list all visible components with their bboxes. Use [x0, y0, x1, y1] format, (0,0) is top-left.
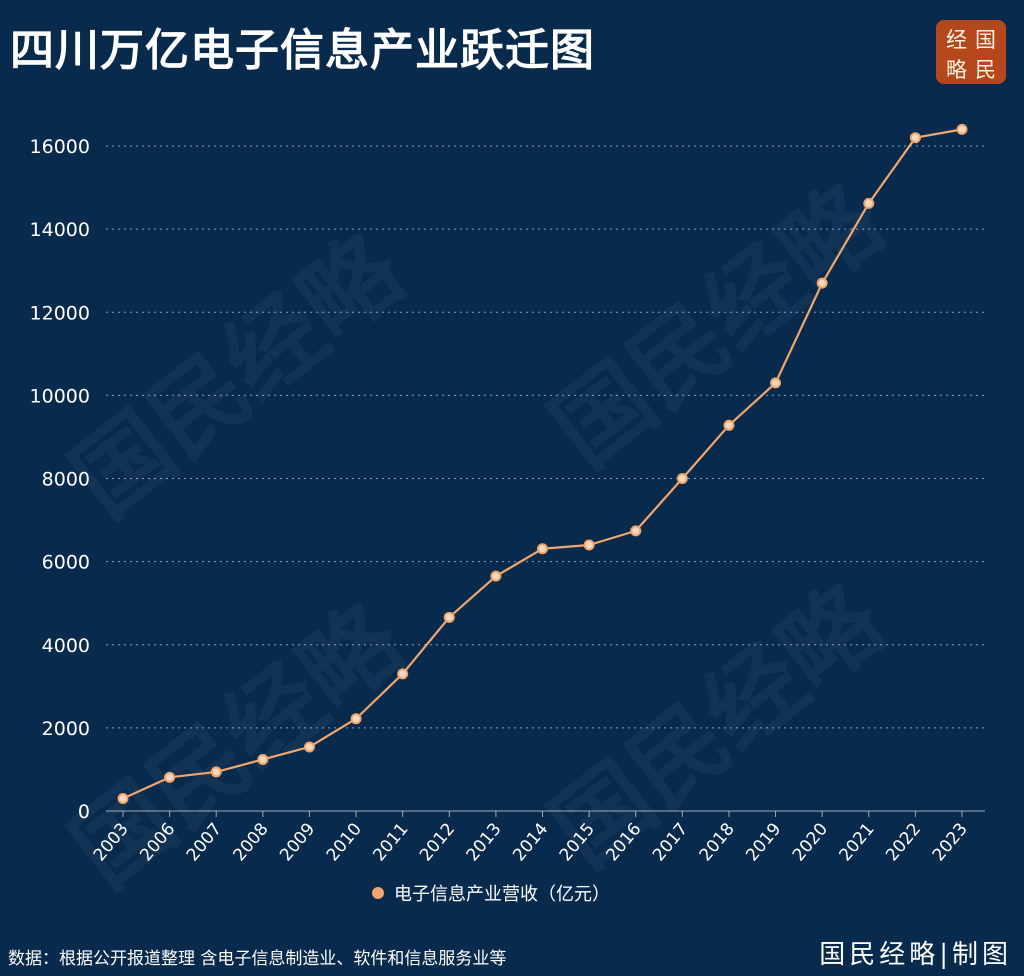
source-note: 数据：根据公开报道整理 含电子信息制造业、软件和信息服务业等 [8, 949, 507, 969]
x-tick-label: 2006 [136, 819, 179, 865]
brand-logo: 经 国 略 民 [936, 20, 1006, 84]
x-tick-label: 2009 [276, 819, 319, 865]
brand-credit: 国民经略|制图 [819, 940, 1012, 970]
y-tick-label: 8000 [42, 469, 90, 491]
y-tick-label: 2000 [42, 718, 90, 740]
data-point [257, 753, 269, 765]
x-tick-label: 2008 [230, 819, 273, 865]
data-point [210, 766, 222, 778]
x-tick-label: 2013 [463, 819, 506, 865]
y-tick-label: 0 [78, 801, 90, 823]
legend-marker-icon [372, 887, 384, 899]
logo-char: 国 [975, 28, 996, 52]
data-point [816, 277, 828, 289]
data-point [443, 611, 455, 623]
x-tick-label: 2014 [509, 819, 552, 865]
logo-char: 民 [975, 58, 996, 82]
y-tick-label: 14000 [30, 219, 90, 241]
page-title: 四川万亿电子信息产业跃迁图 [10, 25, 595, 76]
data-point [909, 132, 921, 144]
x-tick-label: 2003 [90, 819, 133, 865]
data-point [537, 543, 548, 555]
data-point [630, 525, 642, 537]
x-tick-label: 2011 [369, 819, 412, 865]
x-tick-label: 2016 [602, 819, 645, 865]
data-point [164, 771, 176, 783]
data-point [770, 377, 782, 389]
data-point [490, 570, 502, 582]
y-tick-label: 4000 [42, 635, 90, 657]
y-tick-label: 12000 [30, 302, 90, 324]
data-point [723, 419, 735, 431]
y-tick-label: 16000 [30, 136, 90, 158]
x-tick-label: 2015 [556, 819, 599, 865]
x-tick-label: 2012 [416, 819, 459, 865]
chart-legend: 电子信息产业营收（亿元） [372, 880, 610, 906]
data-point [303, 741, 315, 753]
data-point [676, 473, 688, 484]
y-tick-label: 10000 [30, 385, 90, 407]
x-tick-label: 2021 [835, 819, 878, 865]
y-tick-label: 6000 [42, 552, 90, 574]
x-tick-label: 2022 [882, 819, 925, 865]
x-tick-label: 2017 [649, 819, 692, 865]
x-tick-label: 2019 [742, 819, 785, 865]
x-tick-label: 2023 [929, 819, 972, 865]
x-tick-label: 2010 [323, 819, 366, 865]
x-tick-label: 2007 [183, 819, 226, 865]
data-point [397, 668, 409, 680]
x-tick-label: 2018 [696, 819, 739, 865]
data-point [117, 793, 129, 805]
data-point [956, 123, 968, 135]
logo-char: 经 [946, 28, 967, 52]
logo-char: 略 [946, 58, 967, 82]
x-tick-label: 2020 [789, 819, 832, 865]
series-line [122, 128, 963, 800]
data-point [350, 713, 362, 725]
data-point [583, 539, 595, 551]
legend-label: 电子信息产业营收（亿元） [394, 884, 610, 905]
data-point [863, 197, 875, 209]
